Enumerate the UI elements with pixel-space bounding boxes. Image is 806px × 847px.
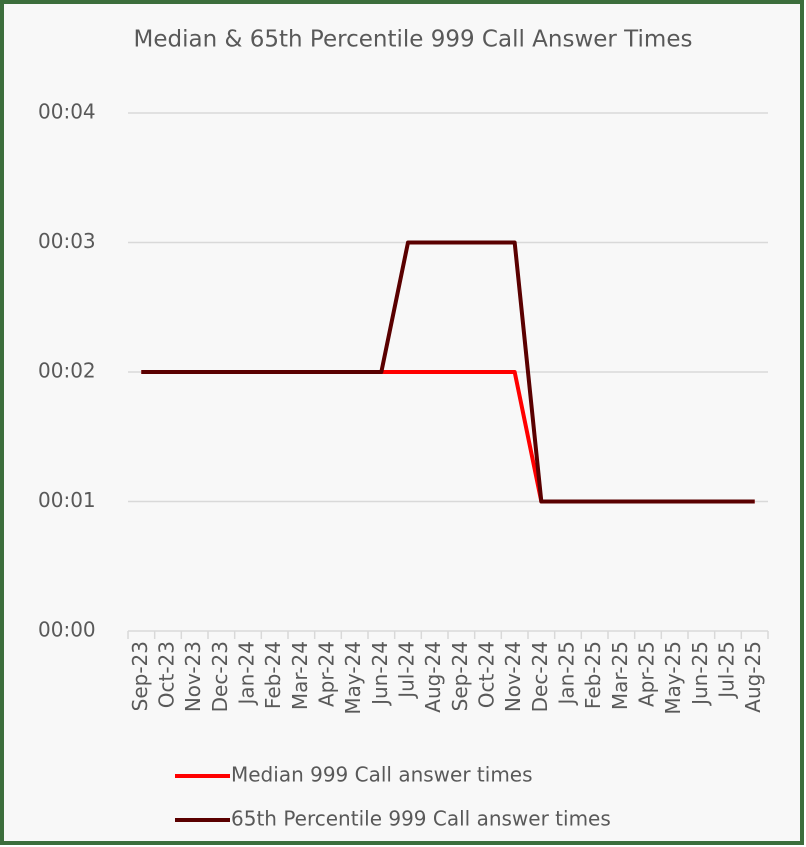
y-tick-label: 00:04 <box>38 100 96 124</box>
x-tick-label: Jul-25 <box>715 641 739 700</box>
series-line <box>141 240 755 504</box>
x-tick-label: Nov-23 <box>181 641 205 712</box>
x-tick-label: May-24 <box>341 641 365 715</box>
legend-label: 65th Percentile 999 Call answer times <box>231 807 611 831</box>
x-tick-label: Nov-24 <box>501 641 525 712</box>
x-tick-label: Jan-24 <box>235 641 259 707</box>
x-tick-label: Jun-25 <box>688 641 712 707</box>
x-tick-label: Apr-25 <box>635 641 659 707</box>
x-tick-label: Mar-24 <box>288 641 312 710</box>
x-tick-label: Apr-24 <box>315 641 339 707</box>
x-tick-label: Dec-23 <box>208 641 232 712</box>
y-tick-label: 00:03 <box>38 229 96 253</box>
x-tick-label: Aug-24 <box>421 641 445 713</box>
y-tick-label: 00:02 <box>38 359 96 383</box>
y-tick-label: 00:00 <box>38 618 96 642</box>
x-tick-label: Jun-24 <box>368 641 392 707</box>
legend-label: Median 999 Call answer times <box>231 763 533 787</box>
x-tick-label: May-25 <box>661 641 685 715</box>
x-tick-label: Feb-25 <box>581 641 605 709</box>
y-tick-label: 00:01 <box>38 488 96 512</box>
x-tick-label: Sep-24 <box>448 641 472 711</box>
x-tick-label: Feb-24 <box>261 641 285 709</box>
x-tick-label: Jul-24 <box>395 641 419 700</box>
chart-title: Median & 65th Percentile 999 Call Answer… <box>134 27 693 53</box>
x-tick-label: Aug-25 <box>741 641 765 713</box>
x-tick-label: Mar-25 <box>608 641 632 710</box>
x-tick-label: Oct-23 <box>155 641 179 708</box>
x-tick-label: Oct-24 <box>475 641 499 708</box>
x-tick-label: Dec-24 <box>528 641 552 712</box>
x-tick-label: Jan-25 <box>555 641 579 707</box>
x-tick-label: Sep-23 <box>128 641 152 711</box>
